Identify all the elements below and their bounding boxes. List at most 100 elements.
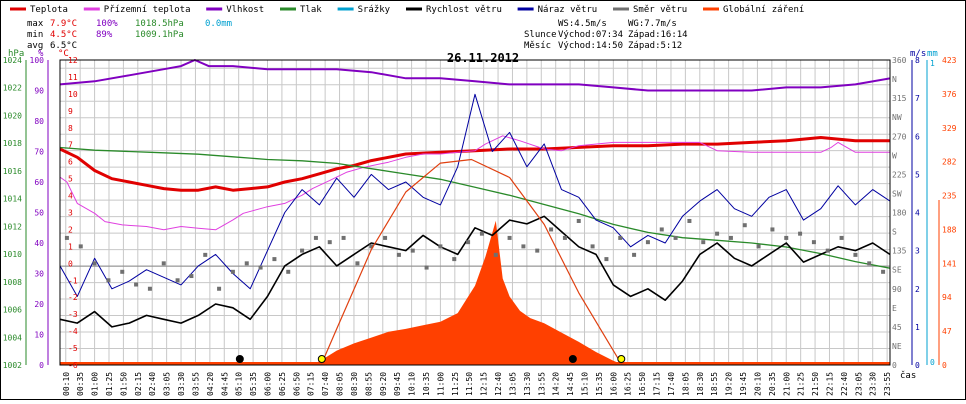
x-tick-label: 04:20 (206, 372, 215, 396)
wind-direction-point (784, 235, 789, 240)
x-tick-label: 01:00 (91, 372, 100, 396)
pressure-axis-tick: 1004 (3, 333, 22, 342)
x-tick-label: 07:15 (307, 372, 316, 396)
wind-direction-point (521, 244, 526, 249)
wind-direction-point (175, 278, 180, 283)
wind-direction-point (217, 286, 222, 291)
radiation-axis-tick: 376 (942, 90, 957, 99)
wind-speed-axis-tick: 3 (915, 247, 920, 256)
legend: Teplota Přízemní teplota Vlhkost Tlak Srážky… (10, 5, 804, 15)
wind-direction-axis-tick: 315 (892, 94, 907, 103)
wind-speed-axis-tick: 1 (915, 323, 920, 332)
temperature-axis-tick: 6 (68, 158, 73, 167)
info-moon-rise: Východ:14:50 (558, 41, 623, 51)
marker-moonset (235, 355, 244, 363)
wind-speed-axis-tick: 6 (915, 132, 920, 141)
x-tick-label: 03:05 (163, 372, 172, 396)
legend-label: Náraz větru (538, 5, 598, 15)
x-tick-label: 10:10 (408, 372, 417, 396)
x-tick-label: 20:35 (768, 372, 777, 396)
pressure-axis-tick: 1008 (3, 278, 22, 287)
stat-max-rain: 0.0mm (205, 19, 232, 29)
x-tick-label: 15:10 (581, 372, 590, 396)
wind-direction-point (479, 231, 484, 236)
x-tick-label: 03:55 (191, 372, 200, 396)
series-teplota (59, 136, 890, 192)
pressure-axis-tick: 1016 (3, 167, 22, 176)
temperature-axis-tick: 2 (68, 225, 73, 234)
wind-direction-point (742, 223, 747, 228)
legend-label: Směr větru (633, 5, 687, 15)
wind-direction-point (452, 257, 457, 262)
info-moon-set: Západ:5:12 (628, 41, 682, 51)
temperature-axis-tick: 3 (68, 209, 73, 218)
x-tick-label: 19:20 (725, 372, 734, 396)
x-tick-label: 00:35 (76, 372, 85, 396)
wind-direction-axis-tick: S (892, 228, 897, 237)
radiation-axis-tick: 235 (942, 192, 957, 201)
wind-direction-point (590, 244, 595, 249)
temperature-axis-tick: -2 (68, 293, 78, 302)
wind-direction-point (410, 248, 415, 253)
series-tlak (59, 146, 891, 269)
x-tick-label: 06:25 (278, 372, 287, 396)
x-tick-label: 03:30 (177, 372, 186, 396)
wind-speed-axis-tick: 0 (915, 361, 920, 370)
x-tick-label: 23:05 (854, 372, 863, 396)
wind-direction-point (341, 235, 346, 240)
wind-direction-point (189, 274, 194, 279)
info-sun-set: Západ:16:14 (628, 30, 688, 40)
radiation-axis-tick: 329 (942, 124, 957, 133)
x-tick-label: 13:05 (508, 372, 517, 396)
x-tick-label: 06:00 (264, 372, 273, 396)
wind-direction-point (687, 218, 692, 223)
stat-max-hum: 100% (96, 19, 118, 29)
x-tick-label: 15:35 (595, 372, 604, 396)
legend-label: Tlak (300, 5, 322, 15)
legend-label: Vlhkost (226, 5, 264, 15)
wind-direction-point (355, 261, 360, 266)
plot-frame (59, 59, 891, 366)
humidity-axis-tick: 20 (34, 300, 44, 309)
wind-direction-point (134, 282, 139, 287)
x-tick-label: 11:00 (436, 372, 445, 396)
wind-direction-axis-tick: N (892, 75, 897, 84)
wind-direction-axis-tick: 0 (892, 361, 897, 370)
wind-direction-point (701, 240, 706, 245)
info-moon-label: Měsíc (524, 41, 551, 51)
temperature-axis-tick: 4 (68, 192, 73, 201)
x-tick-label: 05:10 (235, 372, 244, 396)
x-tick-label: 10:35 (422, 372, 431, 396)
wind-direction-point (576, 218, 581, 223)
wind-direction-axis-tick: 90 (892, 285, 902, 294)
x-tick-label: 01:50 (119, 372, 128, 396)
wind-direction-axis-tick: E (892, 304, 897, 313)
temperature-axis-tick: -1 (68, 276, 78, 285)
radiation-axis-tick: 282 (942, 158, 957, 167)
wind-direction-point (92, 261, 97, 266)
x-tick-label: 08:05 (336, 372, 345, 396)
x-tick-label: 18:30 (696, 372, 705, 396)
x-tick-label: 05:35 (249, 372, 258, 396)
wind-direction-point (715, 231, 720, 236)
stat-min-temp: 4.5°C (50, 30, 77, 40)
rain-axis-tick: 1 (930, 59, 935, 68)
series-radiation-area (312, 220, 624, 365)
wind-direction-point (756, 244, 761, 249)
temperature-axis-tick: -5 (68, 344, 78, 353)
wind-direction-point (383, 235, 388, 240)
series-teoretick-z-en- (320, 158, 623, 366)
wind-direction-point (120, 269, 125, 274)
x-tick-label: 12:15 (480, 372, 489, 396)
x-tick-label: 23:30 (869, 372, 878, 396)
humidity-axis-tick: 0 (39, 361, 44, 370)
x-tick-label: 18:05 (681, 372, 690, 396)
humidity-axis-label: % (38, 49, 44, 59)
x-tick-label: 00:10 (62, 372, 71, 396)
pressure-axis-tick: 1012 (3, 222, 22, 231)
wind-direction-point (825, 248, 830, 253)
wind-direction-point (562, 235, 567, 240)
wind-direction-point (535, 248, 540, 253)
